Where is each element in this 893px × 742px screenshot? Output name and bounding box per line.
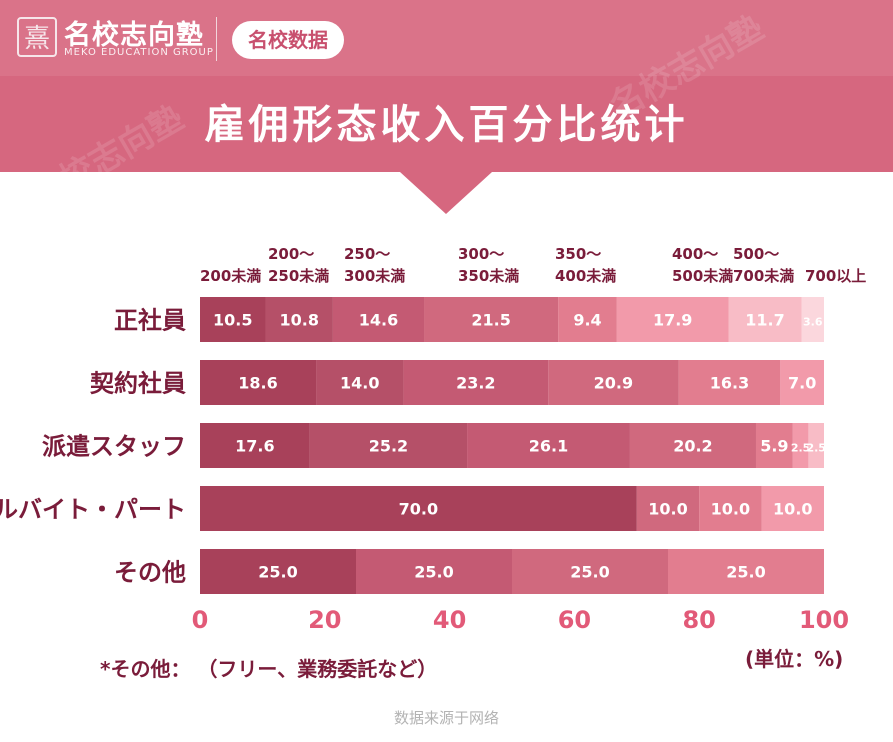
logo-name: 名校志向塾	[64, 20, 204, 51]
legend: 200未満 200～ 250未満 250～ 300未満 300～ 350未満 350～ 400未…	[200, 245, 866, 285]
unit-label: (単位：%)	[745, 647, 844, 671]
data-label: 20.2	[673, 437, 712, 456]
bar-segment	[808, 423, 824, 468]
legend-label: 350未満	[458, 267, 519, 285]
category-label: 契約社員	[90, 370, 186, 398]
bar-segment	[801, 297, 824, 342]
bar-segment	[403, 360, 549, 405]
bar-segment	[309, 423, 468, 468]
data-label: 25.0	[570, 563, 609, 582]
data-label: 5.9	[760, 437, 788, 456]
data-label: 23.2	[456, 374, 495, 393]
data-label: 16.3	[710, 374, 749, 393]
bar-segment	[548, 360, 679, 405]
logo-icon: 熹	[17, 17, 57, 57]
bars: 10.5 10.8 14.6 21.5 9.4 17.9 11.7 3.6 18.6 14.0 23…	[200, 297, 826, 594]
data-label: 25.2	[369, 437, 408, 456]
category-label: その他	[114, 559, 186, 587]
data-label: 17.9	[653, 311, 692, 330]
bar-segment	[467, 423, 630, 468]
category-label: 派遣スタッフ	[42, 433, 186, 461]
x-tick-label: 80	[682, 606, 715, 634]
data-label: 17.6	[235, 437, 274, 456]
bar-segment	[780, 360, 824, 405]
bar-segment	[678, 360, 781, 405]
x-tick-label: 0	[192, 606, 209, 634]
logo-subtitle: MEKO EDUCATION GROUP	[64, 47, 214, 58]
x-tick-label: 40	[433, 606, 466, 634]
header-banner: 名校志向塾 名校志向塾 熹 名校志向塾 MEKO EDUCATION GROUP…	[0, 0, 893, 220]
data-label: 20.9	[594, 374, 633, 393]
legend-label: 250未満	[268, 267, 329, 285]
category-badge: 名校数据	[232, 21, 344, 59]
bar-segment	[200, 549, 356, 594]
x-axis: 0 20 40 60 80 100	[192, 606, 849, 634]
x-tick-label: 60	[558, 606, 591, 634]
data-label: 10.0	[773, 500, 812, 519]
bar-segment	[668, 549, 824, 594]
x-tick-label: 20	[308, 606, 341, 634]
legend-label: 500未満	[672, 267, 733, 285]
data-label: 26.1	[529, 437, 568, 456]
bar-segment	[265, 297, 333, 342]
page-title: 雇佣形态收入百分比统计	[204, 102, 689, 148]
legend-label: 700以上	[805, 267, 866, 285]
data-label: 3.6	[803, 316, 823, 329]
legend-label-line1: 200～	[268, 245, 314, 263]
legend-label-line1: 500～	[733, 245, 779, 263]
data-label: 11.7	[745, 311, 784, 330]
legend-label-line1: 250～	[344, 245, 390, 263]
bar-segment	[424, 297, 559, 342]
legend-label: 200未満	[200, 267, 261, 285]
data-label: 21.5	[471, 311, 510, 330]
data-label: 2.5	[806, 442, 826, 455]
legend-label-line1: 300～	[458, 245, 504, 263]
legend-label: 700未満	[733, 267, 794, 285]
bar-segment	[728, 297, 802, 342]
bar-segment	[200, 423, 310, 468]
data-label: 10.0	[711, 500, 750, 519]
data-label: 14.0	[340, 374, 379, 393]
data-label: 10.5	[213, 311, 252, 330]
bar-segment	[356, 549, 512, 594]
bar-segment	[512, 549, 668, 594]
bar-segment	[200, 360, 317, 405]
data-label: 7.0	[788, 374, 816, 393]
header-background	[0, 0, 893, 214]
bar-segment	[332, 297, 425, 342]
bar-segment	[761, 486, 824, 531]
bar-segment	[316, 360, 404, 405]
data-label: 9.4	[573, 311, 601, 330]
bar-segment	[792, 423, 809, 468]
data-label: 70.0	[399, 500, 438, 519]
footnote: *その他： （フリー、業務委託など）	[100, 657, 438, 681]
data-label: 18.6	[238, 374, 277, 393]
data-label: 25.0	[726, 563, 765, 582]
bar-segment	[200, 486, 637, 531]
bar-segment	[558, 297, 617, 342]
data-label: 25.0	[414, 563, 453, 582]
bar-segment	[629, 423, 756, 468]
source-note: 数据来源于网络	[393, 709, 499, 727]
bar-segment	[636, 486, 700, 531]
x-tick-label: 100	[799, 606, 849, 634]
logo-divider	[216, 17, 217, 61]
data-label: 10.8	[279, 311, 318, 330]
data-label: 10.0	[648, 500, 687, 519]
legend-label-line1: 350～	[555, 245, 601, 263]
bar-segment	[616, 297, 729, 342]
data-label: 25.0	[258, 563, 297, 582]
bar-segment	[200, 297, 266, 342]
category-label: 正社員	[114, 307, 186, 335]
legend-label: 400未満	[555, 267, 616, 285]
data-label: 14.6	[359, 311, 398, 330]
legend-label-line1: 400～	[672, 245, 718, 263]
category-label: アルバイト・パート	[0, 496, 186, 524]
legend-label: 300未満	[344, 267, 405, 285]
data-label: 2.5	[791, 442, 811, 455]
bar-segment	[699, 486, 762, 531]
bar-segment	[755, 423, 793, 468]
